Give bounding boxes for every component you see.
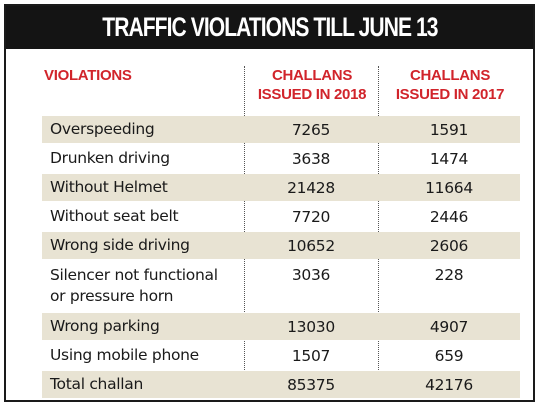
table-row: Overspeeding 7265 1591 [42, 116, 520, 143]
violation-name: Total challan [50, 375, 144, 393]
violation-name: Without seat belt [50, 207, 179, 225]
challans-2018-header-line1: CHALLANS [271, 67, 353, 84]
challans-2017-value: 42176 [425, 375, 473, 394]
challans-2017-value: 11664 [425, 178, 473, 197]
challans-2017-value: 228 [434, 266, 464, 284]
challans-2018-value: 10652 [287, 236, 335, 255]
challans-2017-header-line2: ISSUED IN 2017 [395, 86, 505, 103]
table-row: Silencer not functional or pressure horn… [42, 261, 520, 311]
challans-2018-value: 1507 [291, 346, 331, 365]
challans-2017-value: 1591 [429, 120, 469, 139]
title-banner: TRAFFIC VIOLATIONS TILL JUNE 13 [6, 6, 533, 49]
challans-2017-value: 1474 [429, 149, 469, 168]
table-row: Without Helmet 21428 11664 [42, 174, 520, 201]
violation-name-line2: or pressure horn [50, 287, 174, 305]
challans-2017-value: 2606 [429, 236, 469, 255]
violations-table: Overspeeding 7265 1591 Drunken driving 3… [42, 116, 520, 398]
challans-2018-value: 7720 [291, 207, 331, 226]
challans-2017-header-line1: CHALLANS [409, 67, 491, 84]
table-row: Wrong side driving 10652 2606 [42, 232, 520, 259]
table-row: Using mobile phone 1507 659 [42, 342, 520, 369]
challans-2018-column-header: CHALLANS ISSUED IN 2018 [244, 66, 380, 104]
challans-2018-value: 3638 [291, 149, 331, 168]
table-row: Drunken driving 3638 1474 [42, 145, 520, 172]
violation-name: Using mobile phone [50, 346, 199, 364]
column-divider [244, 66, 245, 392]
page-title: TRAFFIC VIOLATIONS TILL JUNE 13 [101, 12, 438, 42]
table-row: Without seat belt 7720 2446 [42, 203, 520, 230]
violation-name: Silencer not functional or pressure horn [50, 265, 244, 307]
violation-name: Overspeeding [50, 120, 155, 138]
challans-2018-value: 85375 [287, 375, 335, 394]
violation-name: Wrong parking [50, 317, 160, 335]
table-row: Wrong parking 13030 4907 [42, 313, 520, 340]
challans-2018-value: 7265 [291, 120, 331, 139]
challans-2017-value: 2446 [429, 207, 469, 226]
violation-name: Wrong side driving [50, 236, 190, 254]
challans-2018-value: 3036 [291, 266, 331, 284]
violation-name-line1: Silencer not functional [50, 266, 218, 284]
challans-2017-value: 659 [434, 346, 464, 365]
challans-2017-value: 4907 [429, 317, 469, 336]
challans-2018-header-line2: ISSUED IN 2018 [257, 86, 367, 103]
violations-column-header: VIOLATIONS [44, 67, 132, 84]
challans-2018-value: 13030 [287, 317, 335, 336]
table-row-total: Total challan 85375 42176 [42, 371, 520, 398]
violation-name: Without Helmet [50, 178, 168, 196]
column-divider [378, 66, 379, 392]
challans-2017-column-header: CHALLANS ISSUED IN 2017 [382, 66, 518, 104]
infographic-frame: TRAFFIC VIOLATIONS TILL JUNE 13 VIOLATIO… [4, 4, 535, 402]
challans-2018-value: 21428 [287, 178, 335, 197]
violation-name: Drunken driving [50, 149, 170, 167]
